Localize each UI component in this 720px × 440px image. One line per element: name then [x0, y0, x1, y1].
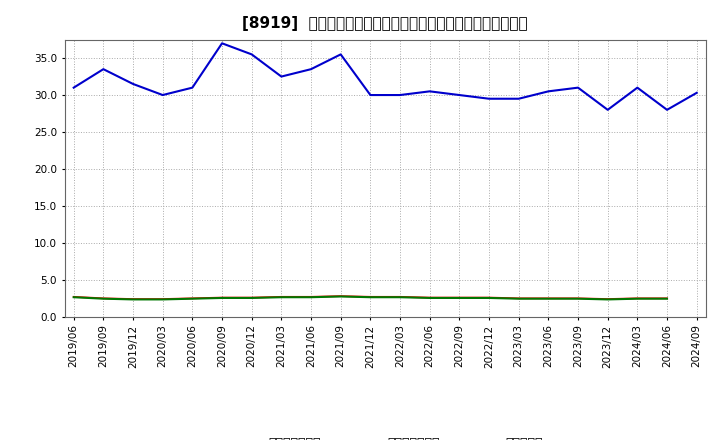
Title: [8919]  売上債権回転率、買入債務回転率、在庫回転率の推移: [8919] 売上債権回転率、買入債務回転率、在庫回転率の推移: [243, 16, 528, 32]
Legend: 売上債権回転率, 買入債務回転率, 在庫回転率: 売上債権回転率, 買入債務回転率, 在庫回転率: [222, 432, 549, 440]
